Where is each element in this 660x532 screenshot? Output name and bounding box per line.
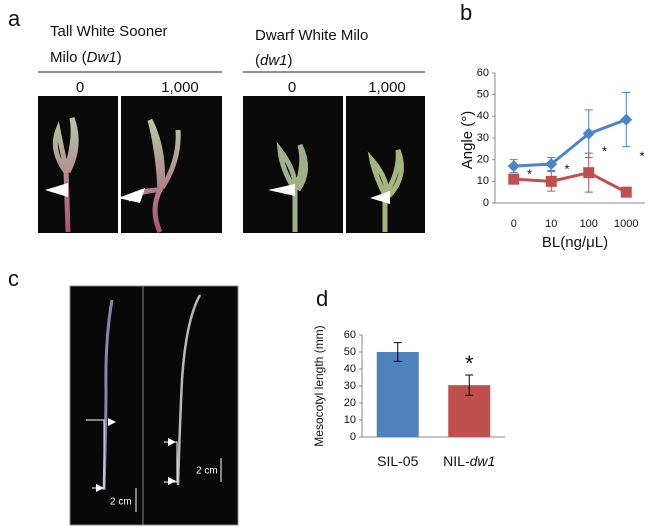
significance-mark: * <box>527 166 532 181</box>
x-axis-label: BL(ng/μL) <box>542 234 608 251</box>
scale-label: 2 cm <box>196 466 218 477</box>
y-tick-label: 10 <box>344 414 356 426</box>
significance-mark: * <box>465 351 474 376</box>
arrowhead <box>96 418 176 492</box>
panel-letter: b <box>460 0 472 25</box>
y-tick-label: 20 <box>344 397 356 409</box>
panel-letter: a <box>8 6 21 31</box>
series-line <box>513 171 627 194</box>
y-tick-label: 20 <box>477 154 489 166</box>
arrowhead <box>268 184 390 204</box>
column-label: 0 <box>76 79 84 96</box>
panel-letter: d <box>316 286 328 311</box>
marker <box>508 173 520 185</box>
seedling <box>176 294 202 486</box>
error-bar <box>465 374 474 396</box>
arrowhead <box>45 183 145 203</box>
y-axis-label: Mesocotyl length (mm) <box>312 325 326 446</box>
photo <box>69 285 239 526</box>
seedling <box>52 117 79 233</box>
marker <box>583 167 595 179</box>
y-tick-label: 50 <box>477 89 489 101</box>
y-tick-label: 0 <box>350 431 356 443</box>
group-label: (dw1) <box>255 52 293 69</box>
x-tick-label: NIL-dw1 <box>443 453 495 469</box>
y-tick-label: 10 <box>477 175 489 187</box>
label-part: SIL-05 <box>377 453 418 469</box>
label-part: ( <box>255 52 260 69</box>
y-tick-label: 40 <box>477 110 489 122</box>
photos <box>38 96 425 234</box>
marker <box>620 186 632 198</box>
group-label: Tall White Sooner <box>50 23 168 40</box>
marker <box>620 113 633 126</box>
marker <box>582 127 595 140</box>
seedling <box>367 149 404 232</box>
marker <box>545 175 557 187</box>
x-tick-label: 100 <box>580 218 598 230</box>
label-part: ) <box>117 49 122 66</box>
y-tick-label: 30 <box>344 380 356 392</box>
photo-c <box>69 285 239 526</box>
error-bar <box>393 342 402 362</box>
label-part: Milo ( <box>50 49 87 66</box>
x-tick-label: 1000 <box>614 218 638 230</box>
column-label: 1,000 <box>368 79 406 96</box>
photo <box>38 96 118 233</box>
y-axis-label: Angle (°) <box>459 111 476 170</box>
seedling <box>276 141 308 232</box>
y-tick-label: 60 <box>477 67 489 79</box>
significance-mark: * <box>602 143 607 158</box>
label-part: dw1 <box>470 453 496 469</box>
group-label: Milo (Dw1) <box>50 49 122 66</box>
label-part: ) <box>288 52 293 69</box>
y-tick-label: 50 <box>344 346 356 358</box>
y-tick-label: 40 <box>344 363 356 375</box>
significance-mark: * <box>639 148 644 163</box>
y-tick-label: 60 <box>344 329 356 341</box>
seedling <box>102 299 114 491</box>
scale-label: 2 cm <box>110 497 132 508</box>
group-label: Dwarf White Milo <box>255 27 368 44</box>
x-tick-label: 10 <box>545 218 557 230</box>
series-line <box>513 118 627 168</box>
y-tick-label: 30 <box>477 132 489 144</box>
column-label: 0 <box>288 79 296 96</box>
label-part: dw1 <box>260 52 288 69</box>
x-tick-label: 0 <box>511 218 517 230</box>
label-part: Dw1 <box>87 49 117 66</box>
marker <box>507 160 520 173</box>
y-tick-label: 0 <box>483 197 489 209</box>
x-tick-label: SIL-05 <box>377 453 418 469</box>
significance-mark: * <box>564 161 569 176</box>
column-label: 1,000 <box>161 79 199 96</box>
marker <box>545 158 558 170</box>
label-part: NIL- <box>443 453 470 469</box>
bar <box>376 352 419 437</box>
panel-letter: c <box>8 266 19 291</box>
